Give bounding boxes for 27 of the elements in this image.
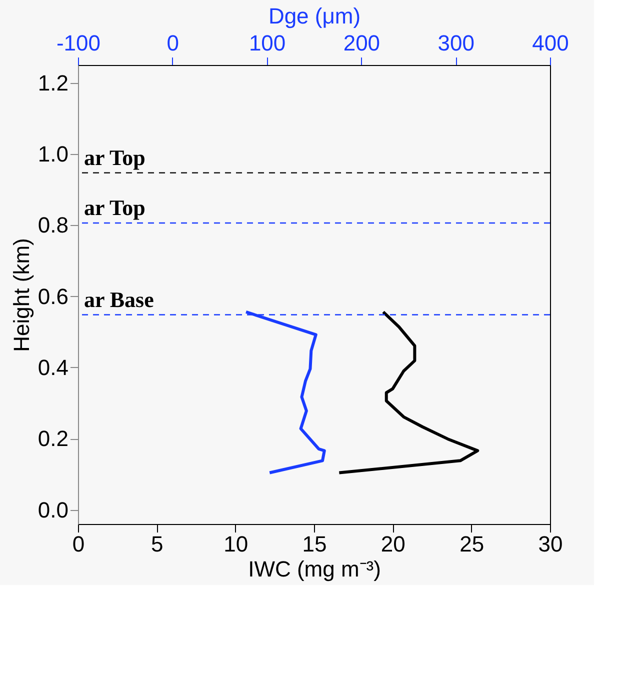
x2-tick-label: 0 xyxy=(166,30,180,56)
x-tick-label: 25 xyxy=(460,532,484,556)
x2-tick-label: 300 xyxy=(438,30,474,56)
x-tick-label: 10 xyxy=(224,532,248,556)
y-tick-label: 0.6 xyxy=(38,284,68,309)
x-tick-label: 5 xyxy=(151,532,164,556)
x2-tick-label: 200 xyxy=(343,30,380,56)
x-tick-label: 15 xyxy=(302,532,327,556)
y-tick-label: 0.8 xyxy=(38,212,68,238)
y-tick-label: 0.0 xyxy=(38,497,68,522)
x2-axis-title: Dge (μm) xyxy=(268,4,361,28)
x-tick-label: 0 xyxy=(72,532,85,556)
y-tick-label: 0.2 xyxy=(38,426,68,452)
ref-line-label: ar Top xyxy=(84,144,146,170)
x2-tick-label: 400 xyxy=(532,30,569,56)
y-tick-label: 0.4 xyxy=(38,354,68,380)
y-axis-title: Height (km) xyxy=(8,238,34,352)
ref-line-label: ar Base xyxy=(84,286,154,312)
x-tick-label: 20 xyxy=(380,532,406,556)
ref-line-label: ar Top xyxy=(84,194,146,220)
x2-tick-label: 100 xyxy=(248,30,286,56)
x-axis-title: IWC (mg m⁻³) xyxy=(248,556,381,582)
line-series xyxy=(338,310,480,474)
y-tick-label: 1.0 xyxy=(38,141,68,166)
x-tick-label: 30 xyxy=(538,532,563,556)
y-tick-label: 1.2 xyxy=(38,70,68,96)
x2-tick-label: -100 xyxy=(56,30,101,56)
